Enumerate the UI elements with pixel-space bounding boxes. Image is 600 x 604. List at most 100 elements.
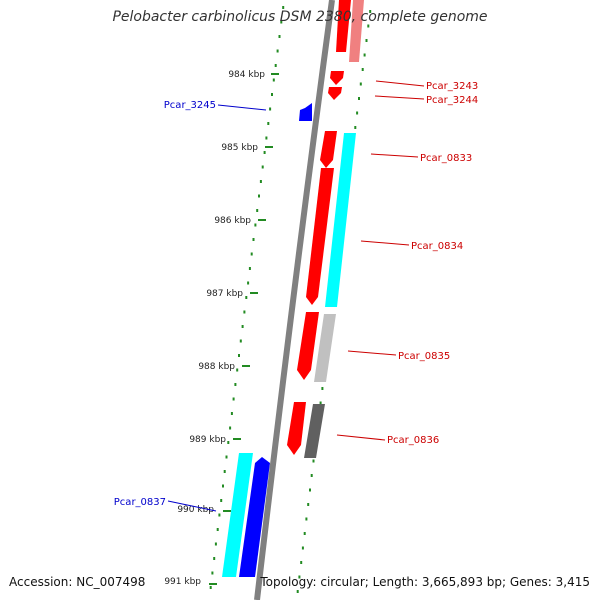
tick-label: 988 kbp bbox=[198, 362, 235, 372]
track-dot bbox=[309, 488, 311, 492]
track-dot bbox=[232, 397, 235, 401]
genome-backbone bbox=[254, 0, 335, 601]
track-dot bbox=[222, 484, 224, 488]
gene-label-text: Pcar_3245 bbox=[164, 100, 216, 111]
gene-arrow-forward bbox=[336, 0, 351, 52]
track-dot bbox=[245, 296, 248, 299]
tick-label: 990 kbp bbox=[177, 505, 214, 515]
track-dot bbox=[243, 310, 246, 314]
track-dot bbox=[276, 49, 279, 53]
track-dot bbox=[274, 64, 277, 67]
track-dot bbox=[269, 107, 272, 111]
gene-labels: Pcar_3243 Pcar_3244 Pcar_3245 Pcar_0833 … bbox=[114, 80, 478, 512]
gene-label-pcar-3243: Pcar_3243 bbox=[375, 80, 478, 92]
track-dot bbox=[214, 542, 217, 546]
gene-label-text: Pcar_0836 bbox=[387, 435, 439, 446]
gene-label-pcar-3245: Pcar_3245 bbox=[164, 100, 267, 111]
track-dot bbox=[227, 441, 230, 444]
gene-arrow-forward bbox=[306, 168, 334, 305]
leader-line bbox=[374, 95, 425, 100]
track-dot bbox=[239, 339, 242, 343]
track-dot bbox=[310, 474, 313, 477]
tick-989kbp: 989 kbp bbox=[189, 435, 241, 445]
track-dot bbox=[305, 517, 308, 521]
track-dot bbox=[359, 82, 362, 86]
tick-label: 989 kbp bbox=[189, 435, 226, 445]
track-dot bbox=[218, 513, 221, 517]
track-dot bbox=[361, 68, 364, 71]
track-dot bbox=[282, 6, 285, 9]
gene-label-text: Pcar_0837 bbox=[114, 497, 166, 508]
leader-line bbox=[375, 80, 425, 87]
leader-line bbox=[347, 350, 397, 356]
track-dot bbox=[223, 470, 226, 473]
track-dot bbox=[358, 97, 360, 100]
track-dot bbox=[241, 325, 244, 328]
track-dot bbox=[298, 575, 301, 579]
cog-track bbox=[222, 0, 364, 577]
cog-bar-cyan bbox=[325, 133, 356, 307]
gene-arrow-forward bbox=[320, 131, 337, 168]
track-dot bbox=[301, 546, 304, 550]
track-dot bbox=[356, 111, 359, 115]
track-dot bbox=[319, 401, 322, 405]
gene-label-text: Pcar_3243 bbox=[426, 81, 478, 92]
track-dot bbox=[259, 180, 262, 183]
tick-984kbp: 984 kbp bbox=[228, 70, 279, 80]
track-dot bbox=[265, 136, 268, 140]
track-dot bbox=[229, 426, 232, 430]
track-dot bbox=[300, 561, 303, 564]
inner-dotted-track bbox=[209, 6, 285, 589]
tick-985kbp: 985 kbp bbox=[221, 143, 273, 153]
track-dot bbox=[209, 586, 212, 589]
track-dot bbox=[271, 93, 273, 96]
track-dot bbox=[312, 459, 315, 463]
kbp-ticks: 984 kbp 985 kbp 986 kbp 987 kbp 988 kbp … bbox=[164, 70, 279, 587]
cog-bar-pink bbox=[349, 0, 364, 62]
tick-990kbp: 990 kbp bbox=[177, 505, 231, 515]
leader-line bbox=[217, 104, 267, 111]
track-dot bbox=[307, 503, 310, 506]
accession-text: Accession: NC_007498 bbox=[9, 575, 146, 589]
track-dot bbox=[280, 20, 283, 24]
tick-988kbp: 988 kbp bbox=[198, 362, 250, 372]
track-dot bbox=[365, 39, 368, 42]
gene-label-pcar-0835: Pcar_0835 bbox=[347, 350, 450, 362]
track-dot bbox=[238, 354, 240, 357]
track-dot bbox=[278, 35, 281, 38]
gene-label-text: Pcar_0833 bbox=[420, 153, 472, 164]
genome-title: Pelobacter carbinolicus DSM 2380, comple… bbox=[112, 9, 488, 25]
leader-line bbox=[167, 500, 217, 512]
track-dot bbox=[263, 151, 266, 154]
track-dot bbox=[258, 194, 260, 198]
track-dot bbox=[254, 223, 257, 227]
track-dot bbox=[252, 238, 255, 241]
gene-label-pcar-0833: Pcar_0833 bbox=[370, 153, 472, 164]
track-dot bbox=[321, 387, 324, 390]
cog-bar-dark-gray bbox=[304, 404, 325, 458]
track-dot bbox=[216, 528, 219, 531]
tick-label: 986 kbp bbox=[214, 216, 251, 226]
track-dot bbox=[267, 122, 270, 125]
track-dot bbox=[261, 165, 264, 169]
gene-label-pcar-0836: Pcar_0836 bbox=[336, 434, 439, 446]
track-dot bbox=[296, 590, 299, 593]
track-dot bbox=[225, 455, 228, 459]
track-dot bbox=[367, 24, 370, 28]
gene-label-pcar-0837: Pcar_0837 bbox=[114, 497, 217, 512]
topology-text: Topology: circular; Length: 3,665,893 bp… bbox=[260, 575, 590, 589]
track-dot bbox=[236, 368, 239, 372]
gene-arrow-forward bbox=[330, 71, 344, 85]
track-dot bbox=[213, 557, 216, 560]
tick-label: 984 kbp bbox=[228, 70, 265, 80]
track-dot bbox=[220, 499, 223, 502]
track-dot bbox=[230, 412, 233, 415]
gene-arrow-reverse bbox=[299, 103, 312, 121]
tick-label: 987 kbp bbox=[206, 289, 243, 299]
cog-bar-light-gray bbox=[314, 314, 336, 382]
track-dot bbox=[256, 209, 259, 212]
track-dot bbox=[211, 571, 214, 575]
tick-987kbp: 987 kbp bbox=[206, 289, 258, 299]
